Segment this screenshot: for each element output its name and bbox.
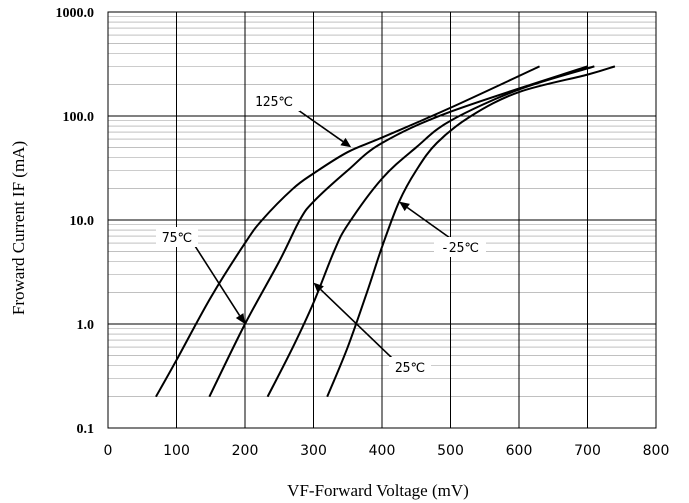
series-line-1 [208, 65, 588, 398]
series-line-2 [266, 65, 595, 398]
series-lines [155, 65, 616, 398]
x-tick-label: 100 [163, 443, 190, 459]
annotation-label: 125℃ [255, 95, 293, 110]
y-tick-label: 10.0 [70, 214, 95, 229]
x-tick-labels: 0 100 200 300 400 500 600 700 800 [104, 443, 670, 459]
annotation-arrow [194, 245, 241, 317]
annotation-arrowhead [399, 201, 410, 212]
y-tick-label: 100.0 [63, 110, 95, 125]
annotation-label: 25℃ [395, 361, 425, 376]
annotation-label-box [389, 357, 431, 377]
x-tick-label: 800 [643, 443, 670, 459]
annotation-label-box [248, 91, 300, 111]
annotation-arrowhead [313, 282, 324, 293]
series-line-0 [155, 65, 540, 398]
annotation-arrow [406, 206, 451, 239]
y-axis-title: Froward Current IF (mA) [9, 141, 28, 315]
x-tick-label: 700 [574, 443, 601, 459]
annotation-arrow [320, 288, 393, 359]
annotation-label: -25℃ [441, 241, 479, 256]
x-tick-label: 600 [506, 443, 533, 459]
plot-frame [107, 11, 657, 429]
series-line-3 [326, 65, 616, 398]
x-axis-title: VF-Forward Voltage (mV) [287, 481, 469, 500]
x-tick-label: 200 [232, 443, 259, 459]
annotation-label-box [434, 237, 486, 257]
y-tick-label: 1000.0 [56, 6, 95, 21]
annotation-arrow [297, 109, 344, 143]
y-tick-label: 0.1 [77, 422, 95, 437]
annotation-arrowhead [235, 313, 245, 324]
x-tick-label: 0 [104, 443, 113, 459]
annotation-label: 75℃ [162, 231, 192, 246]
y-tick-label: 1.0 [77, 318, 95, 333]
annotation-arrowhead [340, 137, 352, 148]
x-tick-label: 500 [437, 443, 464, 459]
x-tick-label: 300 [300, 443, 327, 459]
x-tick-label: 400 [369, 443, 396, 459]
annotation-label-box [156, 227, 198, 247]
y-tick-labels: 0.1 1.0 10.0 100.0 1000.0 [56, 6, 95, 437]
annotations: 125℃ 75℃ 25℃ -25℃ [156, 91, 486, 377]
